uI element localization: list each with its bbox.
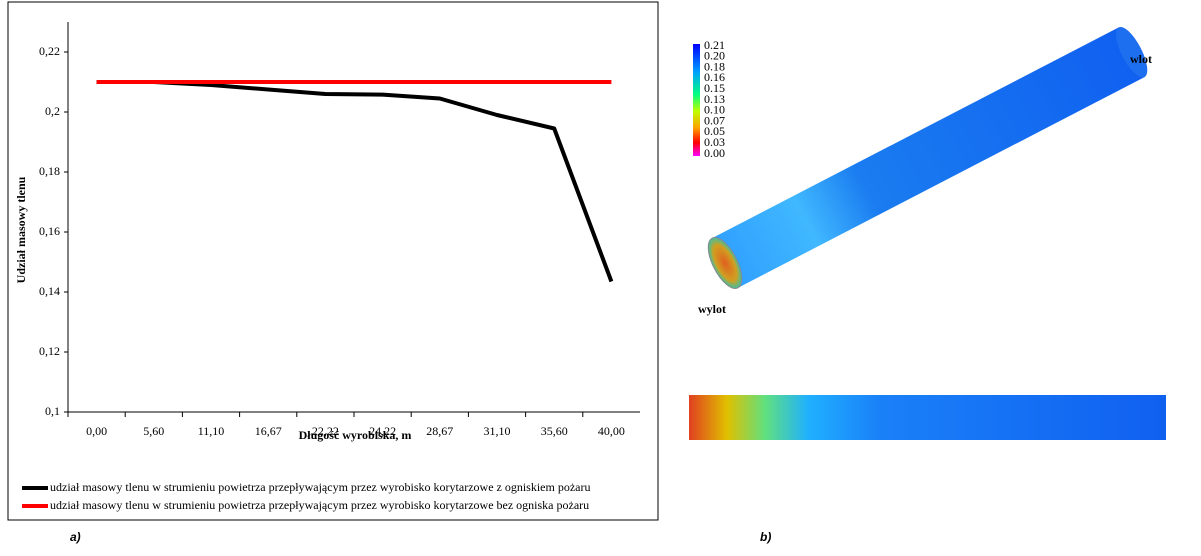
- inlet-label: wlot: [1130, 52, 1152, 66]
- colorbar: [693, 44, 700, 156]
- legend-label: udział masowy tlenu w strumieniu powietr…: [50, 480, 591, 494]
- x-tick-label: 31,10: [484, 424, 511, 438]
- x-tick-label: 0,00: [86, 424, 107, 438]
- y-tick-label: 0,1: [45, 404, 60, 418]
- panel-label: b): [760, 530, 771, 544]
- tube-3d: [701, 23, 1153, 294]
- chart-frame: [8, 2, 658, 520]
- legend-label: udział masowy tlenu w strumieniu powietr…: [50, 498, 589, 512]
- y-tick-label: 0,14: [39, 284, 60, 298]
- page: Udział masowy tlenu Długość wyrobiska, m…: [0, 0, 1201, 551]
- x-tick-label: 16,67: [255, 424, 282, 438]
- tube-slice: [689, 395, 1166, 440]
- y-tick-label: 0,22: [39, 44, 60, 58]
- outlet-label: wylot: [698, 302, 726, 316]
- figure: Udział masowy tlenu Długość wyrobiska, m…: [0, 0, 1201, 551]
- x-tick-label: 11,10: [198, 424, 225, 438]
- panel-label: a): [70, 530, 81, 544]
- y-tick-label: 0,18: [39, 164, 60, 178]
- y-tick-label: 0,16: [39, 224, 60, 238]
- y-tick-label: 0,2: [45, 104, 60, 118]
- x-tick-label: 28,67: [426, 424, 453, 438]
- y-axis-label: Udział masowy tlenu: [14, 176, 28, 283]
- x-tick-label: 40,00: [598, 424, 625, 438]
- y-tick-label: 0,12: [39, 344, 60, 358]
- tube-body: [712, 27, 1144, 287]
- x-tick-label: 24,22: [369, 424, 396, 438]
- x-tick-label: 22,22: [312, 424, 339, 438]
- colorbar-label: 0.00: [704, 146, 725, 160]
- x-tick-label: 5,60: [143, 424, 164, 438]
- x-tick-label: 35,60: [541, 424, 568, 438]
